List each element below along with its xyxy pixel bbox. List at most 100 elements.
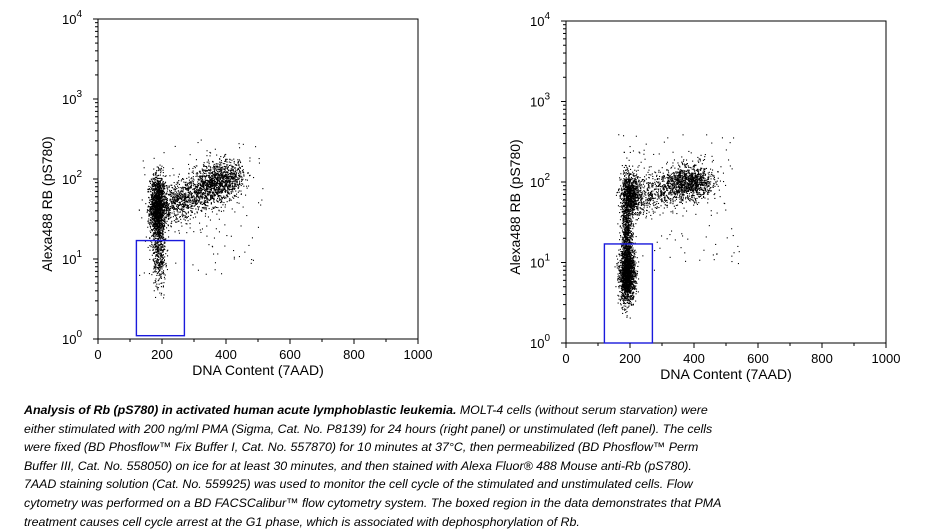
scatter-point <box>202 180 204 182</box>
scatter-point <box>155 260 157 262</box>
scatter-point <box>231 176 233 178</box>
scatter-point <box>209 177 211 179</box>
scatter-point <box>209 191 211 193</box>
scatter-point <box>153 174 155 176</box>
scatter-point <box>221 188 223 190</box>
scatter-point <box>159 209 161 211</box>
scatter-point <box>152 180 154 182</box>
scatter-point <box>158 198 160 200</box>
scatter-point <box>157 205 159 207</box>
scatter-point <box>188 179 190 181</box>
scatter-point <box>158 204 160 206</box>
scatter-point <box>208 199 210 201</box>
scatter-point <box>157 228 159 230</box>
scatter-point <box>239 171 241 173</box>
scatter-point <box>196 203 198 205</box>
scatter-point <box>160 203 162 205</box>
scatter-point <box>157 210 159 212</box>
scatter-point <box>214 269 216 271</box>
scatter-point <box>214 172 216 174</box>
scatter-point <box>173 195 175 197</box>
scatter-point <box>166 185 168 187</box>
scatter-point <box>157 201 159 203</box>
scatter-point <box>195 200 197 202</box>
scatter-point <box>213 185 215 187</box>
scatter-point <box>201 185 203 187</box>
scatter-point <box>185 195 187 197</box>
scatter-point <box>219 186 221 188</box>
scatter-point <box>152 252 154 254</box>
scatter-point <box>635 274 637 276</box>
scatter-point <box>152 197 154 199</box>
scatter-point <box>158 231 160 233</box>
scatter-point <box>203 162 205 164</box>
scatter-point <box>161 260 163 262</box>
scatter-point <box>222 188 224 190</box>
scatter-point <box>201 180 203 182</box>
scatter-point <box>218 177 220 179</box>
scatter-point <box>208 186 210 188</box>
scatter-point <box>160 263 162 265</box>
scatter-point <box>158 230 160 232</box>
scatter-point <box>187 199 189 201</box>
scatter-point <box>150 203 152 205</box>
scatter-point <box>156 242 158 244</box>
scatter-point <box>618 295 620 297</box>
scatter-point <box>176 214 178 216</box>
scatter-point <box>621 269 623 271</box>
scatter-point <box>221 177 223 179</box>
scatter-point <box>222 166 224 168</box>
scatter-point <box>149 249 151 251</box>
scatter-point <box>161 254 163 256</box>
scatter-point <box>218 209 220 211</box>
scatter-point <box>225 171 227 173</box>
scatter-point <box>178 232 180 234</box>
scatter-point <box>225 176 227 178</box>
scatter-point <box>223 169 225 171</box>
scatter-point <box>210 175 212 177</box>
scatter-point <box>155 188 157 190</box>
scatter-point <box>239 169 241 171</box>
scatter-point <box>628 290 630 292</box>
scatter-point <box>166 199 168 201</box>
scatter-point <box>154 195 156 197</box>
scatter-point <box>222 176 224 178</box>
scatter-point <box>219 158 221 160</box>
scatter-point <box>196 186 198 188</box>
scatter-point <box>216 177 218 179</box>
scatter-point <box>163 188 165 190</box>
scatter-point <box>161 190 163 192</box>
scatter-point <box>161 268 163 270</box>
scatter-point <box>221 273 223 275</box>
scatter-point <box>225 180 227 182</box>
scatter-point <box>157 250 159 252</box>
scatter-point <box>157 183 159 185</box>
scatter-point <box>621 294 623 296</box>
scatter-point <box>154 193 156 195</box>
scatter-point <box>157 256 159 258</box>
scatter-point <box>151 274 153 276</box>
scatter-point <box>216 184 218 186</box>
scatter-point <box>171 184 173 186</box>
scatter-point <box>190 187 192 189</box>
scatter-point <box>227 188 229 190</box>
scatter-point <box>163 276 165 278</box>
scatter-point <box>203 202 205 204</box>
scatter-point <box>197 178 199 180</box>
scatter-point <box>148 188 150 190</box>
scatter-point <box>211 180 213 182</box>
scatter-point <box>150 209 152 211</box>
scatter-point <box>159 213 161 215</box>
scatter-point <box>210 152 212 154</box>
scatter-point <box>163 186 165 188</box>
scatter-point <box>153 228 155 230</box>
scatter-point <box>238 171 240 173</box>
scatter-point <box>208 182 210 184</box>
scatter-point <box>220 160 222 162</box>
scatter-point <box>179 216 181 218</box>
scatter-point <box>188 168 190 170</box>
scatter-point <box>164 206 166 208</box>
scatter-point <box>223 182 225 184</box>
scatter-point <box>632 297 634 299</box>
scatter-point <box>159 199 161 201</box>
